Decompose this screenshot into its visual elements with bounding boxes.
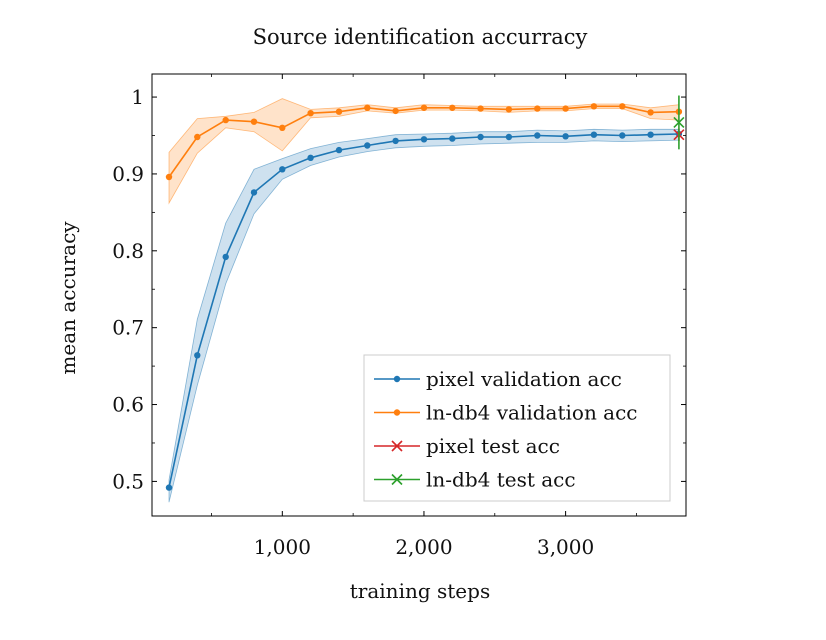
series-1-point (449, 104, 456, 112)
series-0-point (364, 142, 371, 149)
series-1-point (222, 116, 229, 124)
series-0-point (505, 133, 513, 141)
test-point-1-marker (673, 116, 685, 128)
series-0-point (420, 136, 428, 143)
series-1-point (477, 105, 484, 112)
series-0-point (222, 253, 229, 261)
x-tick-label: 3,000 (537, 535, 594, 559)
legend-swatch-x (391, 440, 403, 452)
y-tick-label: 0.6 (112, 393, 144, 417)
series-0-point (165, 484, 173, 491)
series-0-point (307, 154, 314, 161)
legend-swatch-x (391, 473, 403, 486)
series-0-point (449, 135, 456, 142)
series-0-point (647, 131, 654, 138)
series-1-point (165, 173, 173, 181)
legend: pixel validation acc ln-db4 validation ac… (363, 354, 671, 502)
y-tick-label: 0.9 (112, 162, 144, 186)
series-1-point (392, 107, 399, 115)
chart-title: Source identification accurracy (253, 25, 588, 49)
series-1-point (307, 110, 314, 117)
series-1-point (279, 124, 286, 131)
series-0-point (477, 133, 484, 141)
series-1-point (534, 105, 541, 112)
series-0-point (562, 133, 569, 140)
series-1-point (619, 103, 626, 110)
series-0-point (250, 189, 258, 196)
series-1-point (335, 108, 343, 115)
legend-label: ln-db4 test acc (426, 468, 576, 492)
plot-frame (151, 73, 687, 517)
series-1-point (505, 106, 513, 113)
y-tick-label: 0.7 (112, 316, 144, 340)
series-1-point (420, 104, 428, 112)
series-0-point (279, 166, 286, 173)
series-1-point (250, 118, 258, 125)
legend-swatch-dot (393, 409, 401, 416)
legend-label: ln-db4 validation acc (426, 401, 638, 425)
series-0-point (534, 132, 541, 139)
legend-swatch-dot (393, 375, 401, 383)
series-1-point (562, 105, 569, 112)
series-0-point (392, 137, 399, 145)
series-0-point (619, 132, 626, 139)
series-0-point (335, 146, 343, 154)
y-tick-label: 0.8 (112, 239, 144, 263)
legend-label: pixel test acc (426, 434, 560, 458)
x-axis-label: training steps (350, 579, 490, 603)
series-1-point (194, 133, 201, 141)
y-tick-label: 0.5 (112, 469, 144, 493)
x-tick-label: 1,000 (254, 535, 311, 559)
series-0-point (194, 352, 201, 359)
series-1-point (364, 104, 371, 112)
series-0-point (590, 131, 598, 138)
y-axis-label: mean accuracy (56, 221, 80, 375)
series-1-point (647, 109, 654, 116)
x-tick-label: 2,000 (395, 535, 452, 559)
legend-label: pixel validation acc (426, 367, 622, 391)
series-1-point (590, 103, 598, 110)
y-tick-label: 1 (131, 85, 144, 109)
